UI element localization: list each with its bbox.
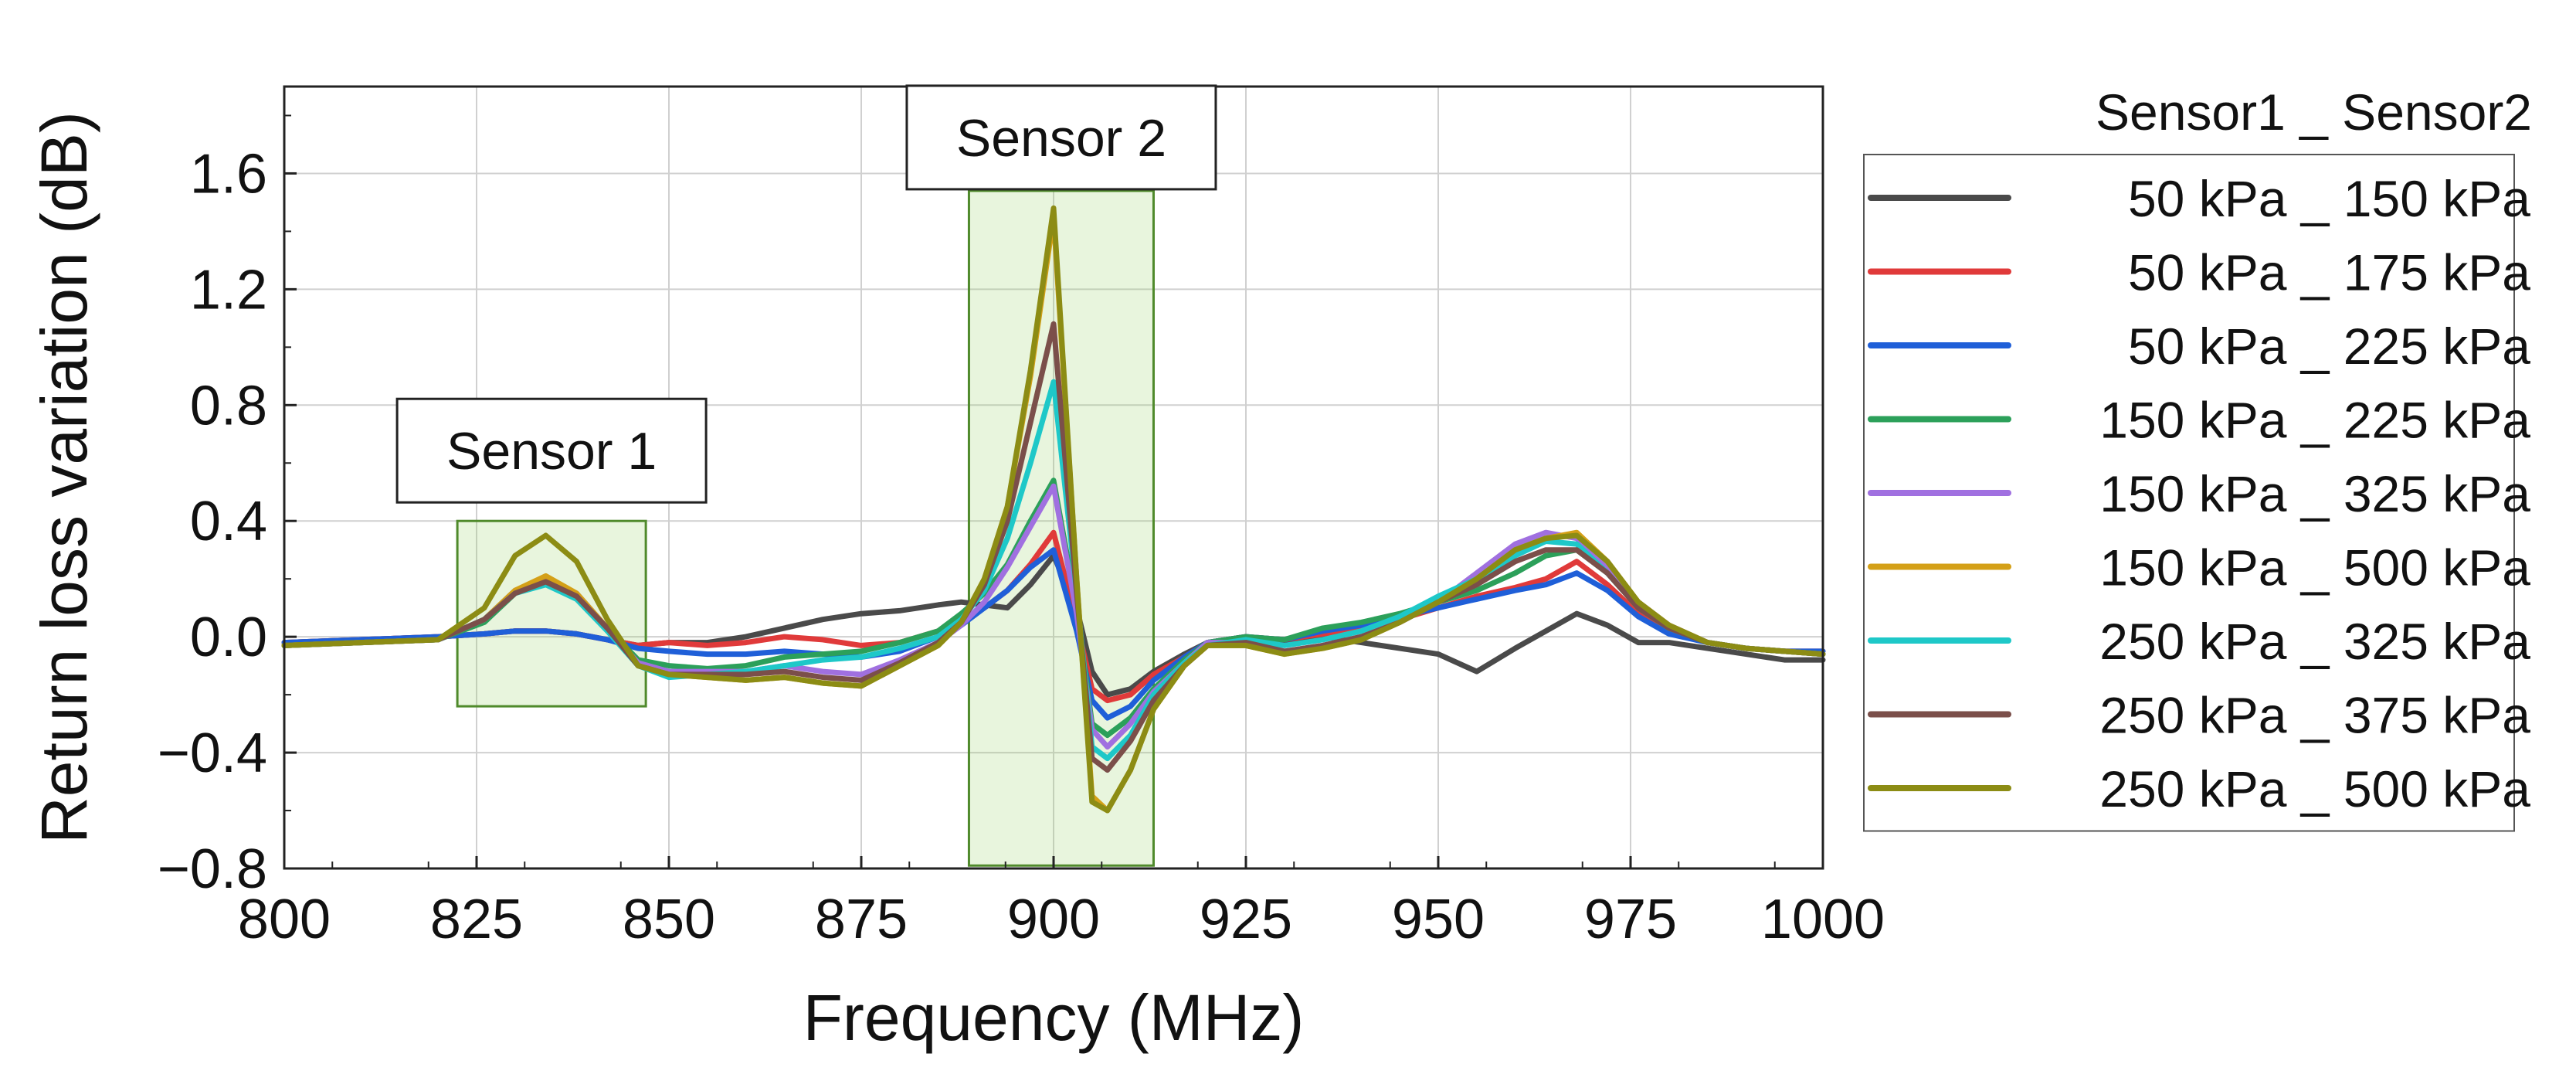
annotation-box-1 bbox=[395, 397, 708, 504]
series-line-9 bbox=[281, 205, 1826, 814]
y-axis-label: Return loss variation (dB) bbox=[28, 111, 100, 844]
annotation-label-1: Sensor 1 bbox=[446, 422, 657, 481]
legend-title: Sensor1 _ Sensor2 bbox=[2096, 83, 2532, 141]
x-axis-label: Frequency (MHz) bbox=[803, 981, 1305, 1054]
legend-label-4: 150 kPa _ 225 kPa bbox=[2099, 392, 2530, 449]
x-tick-label: 975 bbox=[1584, 889, 1677, 950]
annotation-labels: Sensor 1 Sensor 2 bbox=[395, 84, 1217, 504]
x-tick-label: 850 bbox=[623, 889, 715, 950]
x-tick-label: 875 bbox=[815, 889, 908, 950]
legend-label-6: 150 kPa _ 500 kPa bbox=[2099, 539, 2530, 596]
annotation-label-2: Sensor 2 bbox=[956, 109, 1166, 168]
series-lines bbox=[281, 205, 1826, 814]
y-tick-label: −0.8 bbox=[158, 838, 267, 900]
x-tick-label: 900 bbox=[1007, 889, 1100, 950]
annotation-box-2 bbox=[905, 84, 1217, 191]
legend-label-8: 250 kPa _ 375 kPa bbox=[2099, 687, 2530, 744]
highlight-box-1 bbox=[456, 519, 647, 708]
y-tick-label: 1.2 bbox=[190, 259, 267, 321]
y-tick-label: −0.4 bbox=[158, 722, 267, 784]
legend-label-9: 250 kPa _ 500 kPa bbox=[2099, 760, 2530, 817]
x-tick-label: 800 bbox=[238, 889, 331, 950]
y-tick-label: 0.4 bbox=[190, 491, 267, 552]
y-tick-label: 0.0 bbox=[190, 607, 267, 668]
x-tick-label: 950 bbox=[1392, 889, 1485, 950]
y-tick-label: 1.6 bbox=[190, 143, 267, 205]
y-tick-label: 0.8 bbox=[190, 375, 267, 437]
legend-label-7: 250 kPa _ 325 kPa bbox=[2099, 613, 2530, 670]
legend-label-1: 50 kPa _ 150 kPa bbox=[2128, 170, 2530, 227]
x-tick-label: 1000 bbox=[1761, 889, 1885, 950]
x-tick-label: 825 bbox=[430, 889, 523, 950]
legend-label-2: 50 kPa _ 175 kPa bbox=[2128, 244, 2530, 301]
legend-label-3: 50 kPa _ 225 kPa bbox=[2128, 318, 2530, 375]
x-tick-label: 925 bbox=[1200, 889, 1292, 950]
axis-ticks: 800 825 850 875 900 925 950 975 1000 −0.8 −0.4 0.0 0… bbox=[158, 114, 1885, 950]
legend-label-5: 150 kPa _ 325 kPa bbox=[2099, 465, 2530, 522]
legend: 50 kPa _ 150 kPa 50 kPa _ 175 kPa 50 kPa _… bbox=[1863, 154, 2530, 832]
